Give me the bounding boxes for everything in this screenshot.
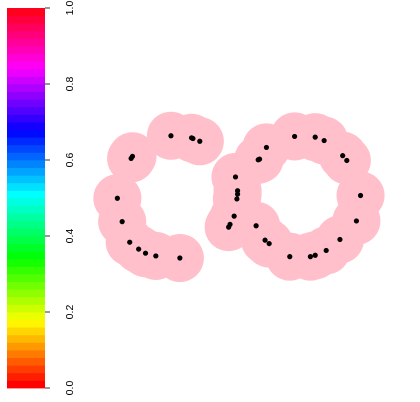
colorbar-swatch xyxy=(7,205,45,214)
colorbar-tick-label: 0.2 xyxy=(64,305,76,320)
data-point xyxy=(312,252,318,258)
data-point xyxy=(262,237,268,243)
colorbar-swatch xyxy=(7,289,45,298)
colorbar-swatch xyxy=(7,236,45,244)
colorbar-swatch xyxy=(7,357,45,366)
colorbar-swatch xyxy=(7,198,45,206)
colorbar-swatch xyxy=(7,129,45,138)
colorbar-swatch xyxy=(7,106,45,115)
data-point xyxy=(114,195,120,201)
colorbar-swatch xyxy=(7,23,45,32)
data-point xyxy=(153,253,159,259)
colorbar-swatch xyxy=(7,122,45,130)
colorbar-swatch xyxy=(7,137,45,146)
data-point xyxy=(197,138,203,144)
data-point xyxy=(231,213,237,219)
data-point xyxy=(256,156,263,162)
data-point xyxy=(227,221,233,227)
data-point xyxy=(291,133,298,140)
data-point xyxy=(357,192,364,199)
data-point xyxy=(129,153,136,159)
colorbar-tick-label: 0.6 xyxy=(64,153,76,168)
data-points xyxy=(114,133,364,261)
data-point xyxy=(190,135,196,142)
colorbar-tick-label: 0.0 xyxy=(64,381,76,396)
colorbar-swatch xyxy=(7,327,45,336)
colorbar-tick-label: 0.8 xyxy=(64,77,76,92)
colorbar-swatch xyxy=(7,228,45,237)
data-point xyxy=(136,246,142,252)
colorbar-swatch xyxy=(7,296,45,305)
colorbar-swatch xyxy=(7,342,45,351)
colorbar-swatch xyxy=(7,266,45,275)
data-point xyxy=(234,196,240,202)
colorbar-swatch xyxy=(7,160,45,168)
colorbar-swatch xyxy=(7,190,45,199)
data-point xyxy=(234,188,241,194)
data-point xyxy=(287,254,293,260)
data-point xyxy=(337,236,343,243)
colorbar-swatch xyxy=(7,243,45,252)
colorbar-swatch xyxy=(7,38,45,47)
colorbar-swatch xyxy=(7,61,45,70)
colorbar-swatch xyxy=(7,220,45,229)
colorbar-swatch xyxy=(7,380,45,389)
colorbar-swatch xyxy=(7,8,45,16)
colorbar-swatch xyxy=(7,68,45,77)
data-point xyxy=(168,133,174,139)
colorbar-swatch xyxy=(7,152,45,161)
colorbar-swatch xyxy=(7,53,45,62)
colorbar-swatch xyxy=(7,274,45,282)
data-point xyxy=(177,255,183,261)
union-of-balls xyxy=(93,111,385,283)
colorbar-swatch xyxy=(7,99,45,108)
colorbar-swatch xyxy=(7,334,45,343)
data-point xyxy=(142,250,149,256)
data-point xyxy=(119,219,125,225)
data-point xyxy=(353,218,360,224)
colorbar-swatch xyxy=(7,372,45,381)
colorbar-swatch xyxy=(7,304,45,313)
colorbar-swatch xyxy=(7,251,45,260)
colorbar-swatch xyxy=(7,213,45,222)
colorbar-swatch xyxy=(7,76,45,85)
data-point xyxy=(127,239,133,245)
colorbar-swatch xyxy=(7,84,45,92)
colorbar-swatch xyxy=(7,144,45,153)
colorbar-swatch xyxy=(7,91,45,100)
data-point xyxy=(266,240,272,247)
colorbar-swatch xyxy=(7,281,45,290)
colorbar-swatch xyxy=(7,365,45,374)
data-point xyxy=(323,247,329,254)
data-point xyxy=(321,137,327,144)
colorbar-swatch xyxy=(7,167,45,176)
data-point xyxy=(340,153,346,159)
colorbar-swatch xyxy=(7,350,45,358)
colorbar-swatch xyxy=(7,312,45,320)
colorbar-ticks: 0.0 0.2 0.4 0.6 0.8 1.0 xyxy=(45,1,76,396)
colorbar-swatch xyxy=(7,114,45,123)
colorbar-swatch xyxy=(7,258,45,267)
colorbar-tick-label: 0.4 xyxy=(64,229,76,244)
colorbar-swatch xyxy=(7,182,45,191)
colorbar-tick-label: 1.0 xyxy=(64,1,76,16)
colorbar-swatch xyxy=(7,175,45,184)
data-point xyxy=(253,223,259,229)
colorbar-swatch xyxy=(7,319,45,328)
data-point xyxy=(232,174,239,180)
data-point xyxy=(344,157,350,164)
data-point xyxy=(307,254,313,260)
colorbar xyxy=(7,8,45,389)
colorbar-swatch xyxy=(7,46,45,54)
plot-area xyxy=(93,111,385,283)
data-point xyxy=(312,134,318,140)
colorbar-swatch xyxy=(7,30,45,39)
data-point xyxy=(263,144,270,151)
colorbar-swatch xyxy=(7,15,45,24)
